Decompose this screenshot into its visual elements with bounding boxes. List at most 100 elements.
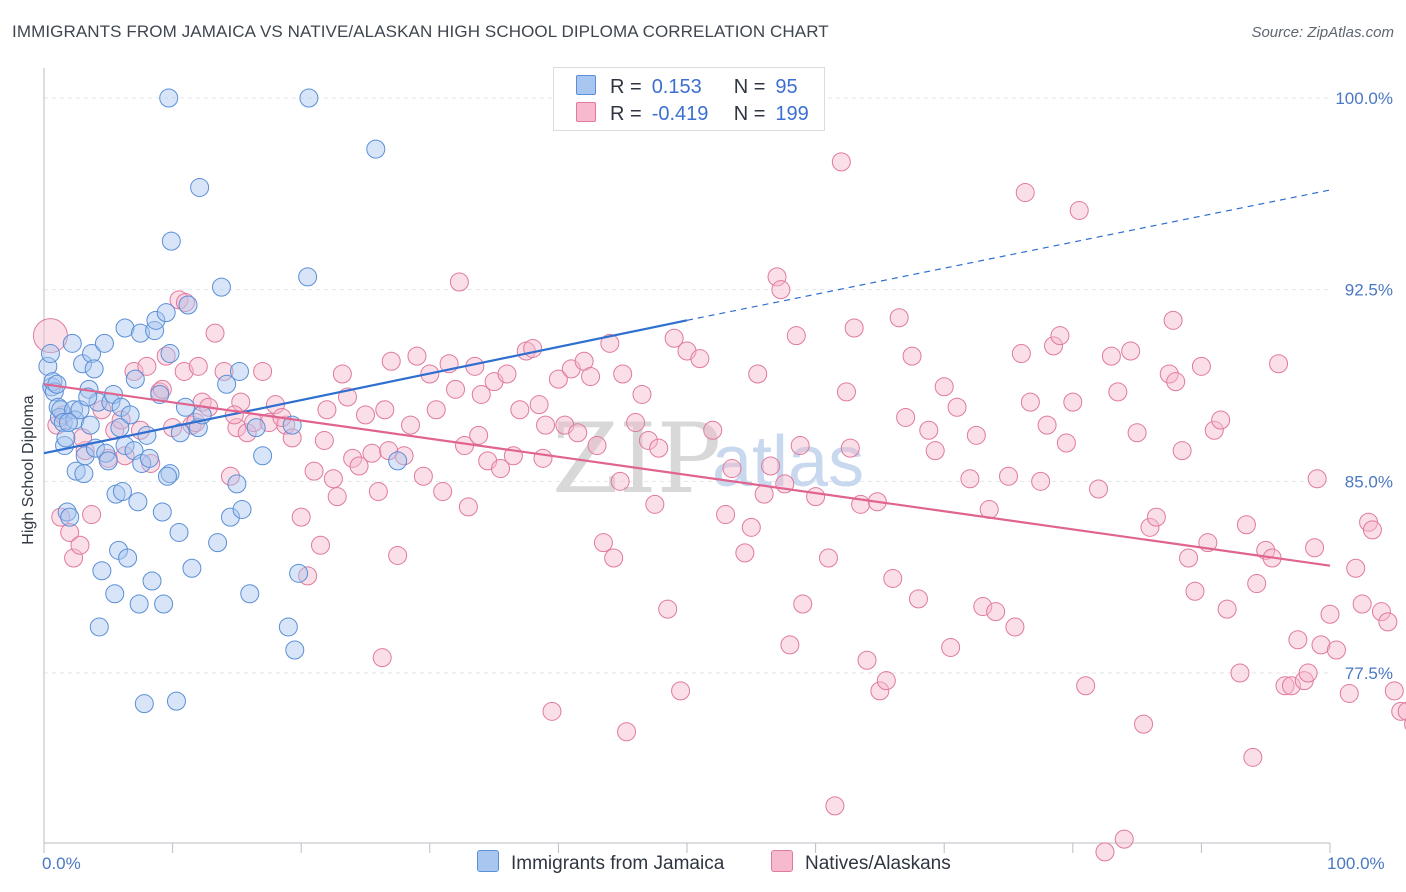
data-point (1159, 364, 1179, 384)
data-point (722, 459, 742, 479)
data-point (129, 594, 149, 614)
data-point (593, 533, 613, 553)
data-point (211, 277, 231, 297)
data-point (1101, 346, 1121, 366)
data-point (388, 545, 408, 565)
data-point (74, 464, 94, 484)
data-point (62, 333, 82, 353)
data-point (157, 466, 177, 486)
data-point (1185, 581, 1205, 601)
data-point (1044, 336, 1064, 356)
data-point (1127, 423, 1147, 443)
data-point (690, 349, 710, 369)
data-point (64, 400, 84, 420)
bottom-legend-swatch-jamaica (477, 850, 499, 872)
data-point (433, 482, 453, 502)
data-point (40, 344, 60, 364)
data-point (934, 377, 954, 397)
data-point (362, 443, 382, 463)
data-point (413, 466, 433, 486)
data-point (1307, 469, 1327, 489)
data-point (1311, 635, 1331, 655)
data-point (761, 456, 781, 476)
data-point (1191, 356, 1211, 376)
data-point (310, 535, 330, 555)
data-point (790, 436, 810, 456)
data-point (174, 361, 194, 381)
data-point (48, 397, 68, 417)
stats-legend: R = 0.153 N = 95 R = -0.419 N = 199 (553, 67, 825, 131)
data-point (407, 346, 427, 366)
data-point (89, 617, 109, 637)
data-point (941, 637, 961, 657)
legend-n-label: N = (733, 76, 766, 98)
trend-lines (43, 189, 1331, 567)
data-point (902, 346, 922, 366)
data-point (118, 548, 138, 568)
data-point (786, 326, 806, 346)
legend-row-jamaica: R = 0.153 N = 95 (576, 75, 798, 101)
data-point (840, 438, 860, 458)
trend-line-jamaica-extension (686, 189, 1331, 321)
data-point (327, 487, 347, 507)
data-point (876, 671, 896, 691)
data-point (368, 482, 388, 502)
legend-n-value-jamaica: 95 (775, 76, 798, 98)
data-point (60, 522, 80, 542)
data-point (227, 474, 247, 494)
data-point (999, 466, 1018, 486)
data-point (793, 594, 813, 614)
data-point (1243, 747, 1263, 767)
legend-swatch-natives (576, 102, 596, 122)
data-point (973, 597, 993, 617)
data-point (220, 466, 240, 486)
data-point (375, 400, 395, 420)
data-point (92, 561, 112, 581)
data-point (617, 722, 637, 742)
data-point (1050, 326, 1070, 346)
data-point (94, 333, 114, 353)
data-point (1140, 517, 1160, 537)
data-point (154, 594, 174, 614)
data-point (314, 430, 334, 450)
x-tick-label-max: 100.0% (1327, 854, 1385, 873)
data-point (134, 694, 154, 714)
bottom-legend-label-natives: Natives/Alaskans (805, 853, 951, 874)
data-point (145, 321, 165, 341)
data-point (469, 425, 489, 445)
data-point (1269, 354, 1289, 374)
data-point (870, 681, 890, 701)
data-point (780, 635, 800, 655)
data-point (1005, 617, 1025, 637)
data-point (372, 648, 392, 668)
legend-r-value-natives: -0.419 (651, 103, 709, 125)
legend-row-natives: R = -0.419 N = 199 (576, 102, 809, 128)
data-point (120, 405, 140, 425)
source-label: Source: ZipAtlas.com (1251, 24, 1394, 41)
data-point (217, 374, 237, 394)
data-point (142, 571, 162, 591)
data-point (170, 423, 190, 443)
series-natives-alaskans (32, 152, 1406, 862)
data-point (304, 461, 324, 481)
data-point (1163, 310, 1183, 330)
data-point (388, 451, 408, 471)
data-point (175, 292, 195, 312)
data-point (160, 464, 180, 484)
data-point (825, 796, 845, 816)
data-point (645, 494, 665, 514)
data-point (208, 533, 228, 553)
data-point (237, 423, 257, 443)
x-tick-label-min: 0.0% (42, 854, 81, 873)
data-point (767, 267, 787, 287)
data-point (110, 418, 130, 438)
data-point (205, 323, 225, 343)
data-point (626, 413, 646, 433)
data-point (1339, 683, 1359, 703)
data-point (84, 359, 104, 379)
data-point (446, 379, 466, 399)
data-point (66, 461, 86, 481)
data-point (510, 400, 530, 420)
data-point (190, 177, 210, 197)
